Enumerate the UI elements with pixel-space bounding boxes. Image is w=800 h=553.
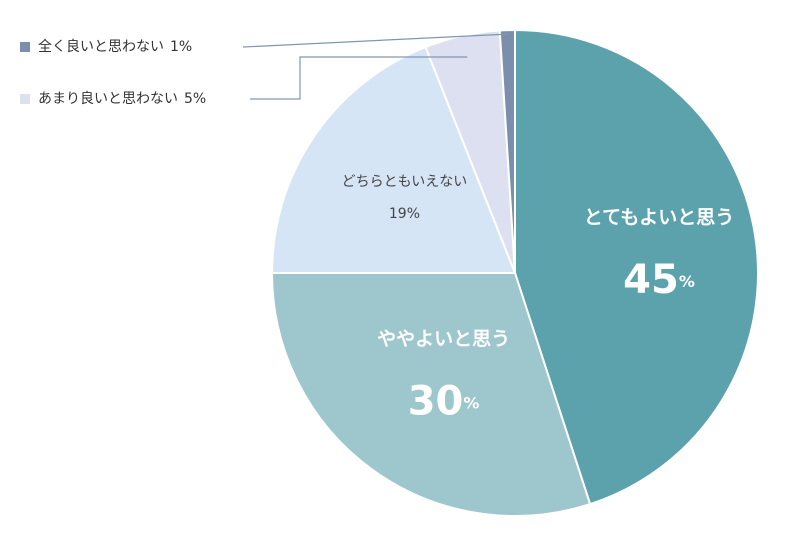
- leader-line: [250, 56, 468, 100]
- legend-marker: [20, 94, 30, 104]
- legend-marker: [20, 42, 30, 52]
- value-unit: %: [679, 272, 695, 291]
- value-unit: %: [463, 393, 479, 412]
- legend-unit: %: [179, 39, 192, 55]
- value-number: 45: [623, 257, 679, 303]
- pie-slice: [514, 28, 759, 506]
- legend-number: 5: [184, 91, 193, 107]
- legend-number: 1: [170, 39, 179, 55]
- pie-slice: [270, 45, 517, 274]
- slice-value: 30%: [408, 378, 480, 424]
- slice-value: 19%: [389, 206, 420, 222]
- slice-label: どちらともいえない: [342, 174, 468, 190]
- legend-unit: %: [193, 91, 206, 107]
- legend-name: 全く良いと思わない: [38, 38, 164, 55]
- legend-label: あまり良いと思わない 5%: [38, 91, 206, 107]
- pie-slice: [498, 28, 516, 274]
- value-unit: %: [407, 206, 420, 222]
- leader-line: [242, 33, 508, 48]
- legend-name: あまり良いと思わない: [38, 91, 178, 107]
- slice-value: 45%: [623, 257, 695, 303]
- value-number: 19: [389, 206, 407, 222]
- legend-label: 全く良いと思わない 1%: [38, 38, 192, 55]
- pie-slice: [270, 272, 592, 517]
- value-number: 30: [408, 378, 464, 424]
- slice-label: ややよいと思う: [377, 328, 510, 350]
- slice-label: とてもよいと思う: [584, 207, 734, 229]
